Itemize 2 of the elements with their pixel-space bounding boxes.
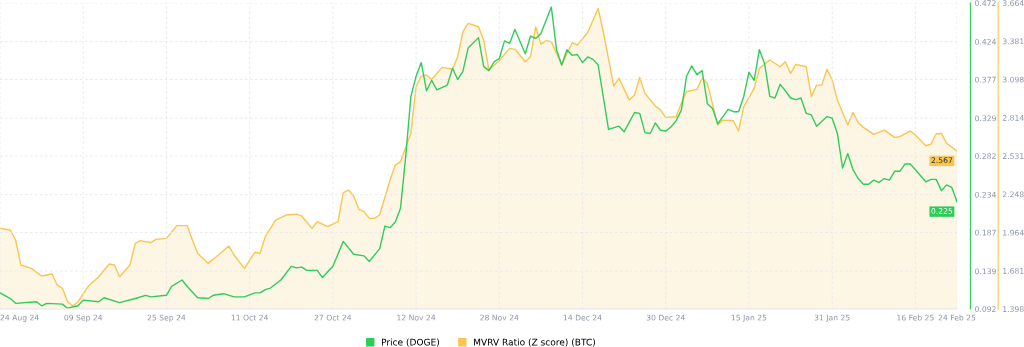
legend-label: Price (DOGE) [381, 338, 440, 347]
legend-label: MVRV Ratio (Z score) (BTC) [474, 338, 595, 347]
